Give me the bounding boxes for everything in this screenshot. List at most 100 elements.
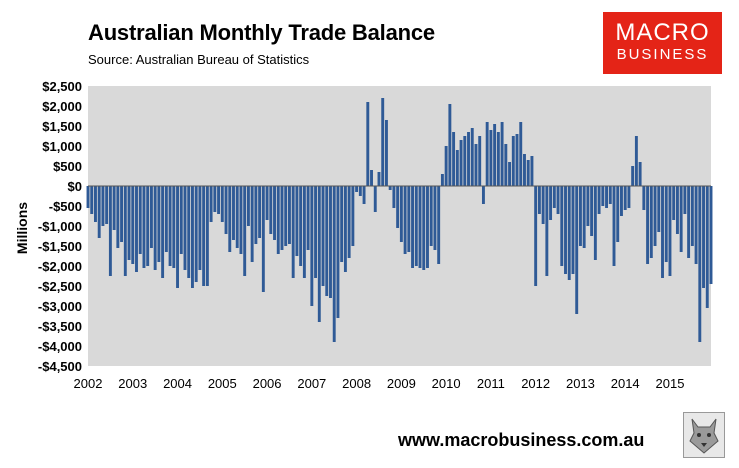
bar	[123, 186, 127, 276]
bar	[146, 186, 150, 266]
bar	[545, 186, 549, 276]
bar	[388, 186, 392, 190]
bar	[399, 186, 403, 242]
x-tick-label: 2005	[208, 376, 237, 391]
macro-business-logo[interactable]: MACRO BUSINESS	[603, 12, 722, 74]
bar	[205, 186, 209, 286]
x-axis-ticks: 2002 2003 2004 2005 2006 2007 2008 2009 2010 2011…	[74, 376, 685, 391]
bar	[605, 186, 608, 208]
website-url[interactable]: www.macrobusiness.com.au	[398, 430, 645, 450]
bar	[101, 186, 105, 226]
bar	[470, 128, 474, 186]
bar	[586, 186, 590, 226]
bar	[116, 186, 120, 248]
bar	[631, 166, 635, 186]
y-axis-ticks: $2,500 $2,000 $1,500 $1,000 $500 $0 -$500 -$1,0…	[38, 79, 82, 374]
bar	[105, 186, 109, 224]
bar	[638, 162, 642, 186]
bar	[620, 186, 623, 216]
bar	[444, 146, 448, 186]
bar	[411, 186, 415, 268]
y-tick-label: -$3,000	[38, 299, 82, 314]
wolf-logo-icon	[683, 412, 725, 458]
bar	[675, 186, 679, 234]
x-tick-label: 2004	[163, 376, 192, 391]
bar	[373, 186, 377, 212]
y-tick-label: $1,500	[42, 119, 82, 134]
bar	[549, 186, 553, 220]
bar	[552, 186, 556, 208]
bar	[493, 124, 497, 186]
bar	[217, 186, 221, 214]
y-tick-label: $500	[53, 159, 82, 174]
bar	[515, 134, 519, 186]
bar	[496, 132, 500, 186]
bar	[314, 186, 318, 278]
bar	[176, 186, 179, 288]
bar	[198, 186, 202, 270]
bar	[332, 186, 336, 342]
bar	[258, 186, 262, 238]
y-tick-label: -$2,500	[38, 279, 82, 294]
bar	[232, 186, 235, 240]
bar	[694, 186, 698, 264]
y-tick-label: -$1,500	[38, 239, 82, 254]
x-tick-label: 2009	[387, 376, 416, 391]
bar	[467, 132, 470, 186]
bar	[284, 186, 288, 246]
y-tick-label: -$4,500	[38, 359, 82, 374]
bar	[642, 186, 646, 210]
bar	[508, 162, 512, 186]
bar	[530, 156, 534, 186]
bar	[414, 186, 418, 266]
y-tick-label: -$2,000	[38, 259, 82, 274]
x-tick-label: 2010	[432, 376, 461, 391]
bar	[705, 186, 709, 308]
bar	[276, 186, 280, 254]
y-tick-label: $0	[68, 179, 82, 194]
bar	[679, 186, 683, 252]
bar	[452, 132, 456, 186]
x-tick-label: 2003	[118, 376, 147, 391]
bar	[183, 186, 187, 270]
y-tick-label: -$500	[49, 199, 82, 214]
bar	[683, 186, 687, 214]
bar	[347, 186, 351, 258]
bar	[623, 186, 627, 210]
bar	[433, 186, 437, 250]
bar	[657, 186, 661, 232]
bar	[474, 144, 478, 186]
bar	[108, 186, 112, 276]
bar	[138, 186, 142, 254]
bar	[246, 186, 250, 226]
y-tick-label: $2,500	[42, 79, 82, 94]
bar	[418, 186, 422, 268]
bar	[534, 186, 538, 286]
bar	[511, 136, 515, 186]
x-tick-label: 2015	[656, 376, 685, 391]
bar	[489, 130, 493, 186]
x-tick-label: 2013	[566, 376, 595, 391]
bar	[653, 186, 657, 246]
bar	[481, 186, 485, 204]
bar	[329, 186, 332, 298]
x-tick-label: 2007	[297, 376, 326, 391]
bar	[172, 186, 176, 268]
bar	[358, 186, 362, 196]
bar	[672, 186, 676, 220]
bar	[526, 160, 530, 186]
bar	[537, 186, 541, 214]
bar	[355, 186, 359, 192]
bar	[213, 186, 217, 212]
bar	[325, 186, 329, 296]
bar	[287, 186, 291, 244]
bar	[690, 186, 694, 246]
y-tick-label: $2,000	[42, 99, 82, 114]
bar	[202, 186, 206, 286]
bar	[578, 186, 582, 246]
bar	[120, 186, 124, 242]
bar	[273, 186, 276, 240]
bar	[664, 186, 668, 262]
bar	[250, 186, 254, 262]
bar	[463, 136, 467, 186]
